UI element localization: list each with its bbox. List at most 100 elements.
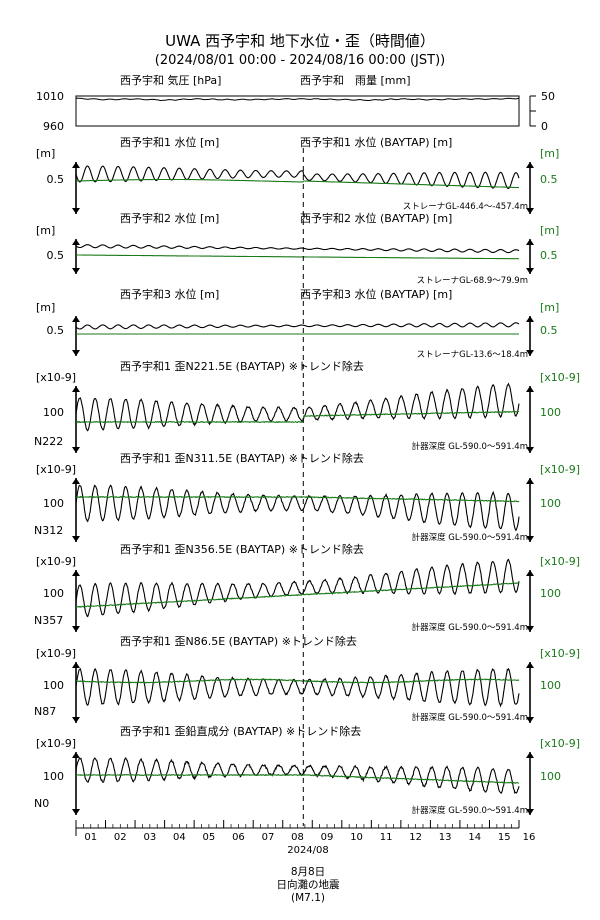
left-axis-tick: 0.5 xyxy=(47,324,65,337)
pressure-plot-frame xyxy=(75,95,520,127)
station-label: N357 xyxy=(34,614,63,627)
left-axis-unit: [x10-9] xyxy=(36,647,76,660)
right-axis-unit: [x10-9] xyxy=(540,555,580,568)
panel-p8: 西予宇和1 歪鉛直成分 (BAYTAP) ※トレンド除去 [x10-9] [x10-… xyxy=(34,724,580,816)
left-axis-arrow-top-head xyxy=(72,478,80,484)
left-axis-unit: [x10-9] xyxy=(36,737,76,750)
series-black xyxy=(75,165,520,189)
panel-title-left: 西予宇和 気圧 [hPa] xyxy=(120,73,221,87)
left-axis-arrow-top-head xyxy=(72,316,80,322)
left-axis-arrow-bottom-head xyxy=(72,536,80,542)
left-axis-arrow-bottom-head xyxy=(72,717,80,723)
left-axis-unit: [m] xyxy=(36,301,55,314)
station-label: N0 xyxy=(34,797,49,810)
left-axis-arrow-top-head xyxy=(72,752,80,758)
panel-note: 計器深度 GL-590.0〜591.4m xyxy=(412,805,528,816)
left-axis-arrow-top-head xyxy=(72,386,80,392)
right-axis-arrow-bottom-head xyxy=(526,447,534,453)
left-axis-tick: 100 xyxy=(43,406,64,419)
panel-p5: 西予宇和1 歪N311.5E (BAYTAP) ※トレンド除去 [x10-9] [x… xyxy=(34,451,580,543)
x-tick-label: 15 xyxy=(498,832,511,843)
right-axis-arrow-bottom-head xyxy=(526,350,534,356)
x-month-label: 2024/08 xyxy=(287,845,329,856)
left-axis-arrow-top-head xyxy=(72,162,80,168)
station-label: N222 xyxy=(34,435,63,448)
event-label-magnitude: (M7.1) xyxy=(291,892,325,904)
rain-tick-top: 50 xyxy=(541,90,555,103)
right-axis-tick: 0.5 xyxy=(540,324,558,337)
panel-note: 計器深度 GL-590.0〜591.4m xyxy=(412,622,528,633)
panel-note: 計器深度 GL-590.0〜591.4m xyxy=(412,532,528,543)
left-axis-unit: [m] xyxy=(36,224,55,237)
x-tick-label: 09 xyxy=(321,832,334,843)
station-label: N87 xyxy=(34,705,56,718)
left-axis-tick: 100 xyxy=(43,497,64,510)
series-green xyxy=(75,773,520,785)
x-tick-label: 16 xyxy=(523,832,536,843)
right-axis-arrow-bottom-head xyxy=(526,268,534,274)
panel-title-left: 西予宇和1 歪鉛直成分 (BAYTAP) ※トレンド除去 xyxy=(120,724,361,738)
right-axis-arrow-top-head xyxy=(526,316,534,322)
x-tick-label: 04 xyxy=(173,832,186,843)
left-axis-arrow-top-head xyxy=(72,570,80,576)
panel-note: ストレーナGL-13.6〜18.4m xyxy=(417,350,528,360)
panel-p3: 西予宇和3 水位 [m] 西予宇和3 水位 (BAYTAP) [m] [m] [m] 0… xyxy=(36,287,559,360)
pressure-tick-bottom: 960 xyxy=(43,120,64,133)
series-black xyxy=(75,322,520,330)
left-axis-tick: 0.5 xyxy=(47,249,65,262)
right-axis-arrow-top-head xyxy=(526,239,534,245)
series-black xyxy=(75,382,520,432)
pressure-series xyxy=(75,97,520,102)
right-axis-arrow-top-head xyxy=(526,478,534,484)
right-axis-unit: [x10-9] xyxy=(540,371,580,384)
right-axis-arrow-top-head xyxy=(526,662,534,668)
x-tick-label: 08 xyxy=(291,832,304,843)
right-axis-arrow-top-head xyxy=(526,570,534,576)
panel-title-right: 西予宇和2 水位 (BAYTAP) [m] xyxy=(300,211,452,225)
panel-p7: 西予宇和1 歪N86.5E (BAYTAP) ※トレンド除去 [x10-9] [x1… xyxy=(34,634,580,723)
right-axis-arrow-bottom-head xyxy=(526,809,534,815)
chart-title: UWA 西予宇和 地下水位・歪（時間値） xyxy=(165,32,435,50)
panel-note: 計器深度 GL-590.0〜591.4m xyxy=(412,441,528,452)
series-black xyxy=(75,558,520,618)
panel-title-right: 西予宇和3 水位 (BAYTAP) [m] xyxy=(300,287,452,301)
series-black xyxy=(75,484,520,532)
right-axis-tick: 100 xyxy=(540,770,561,783)
x-tick-label: 03 xyxy=(143,832,156,843)
x-tick-label: 13 xyxy=(439,832,452,843)
series-green xyxy=(75,410,520,424)
right-axis-tick: 100 xyxy=(540,587,561,600)
right-axis-unit: [m] xyxy=(540,147,559,160)
right-axis-tick: 100 xyxy=(540,497,561,510)
series-green xyxy=(75,495,520,503)
left-axis-arrow-bottom-head xyxy=(72,268,80,274)
panel-note: 計器深度 GL-590.0〜591.4m xyxy=(412,712,528,723)
right-axis-arrow-bottom-head xyxy=(526,208,534,214)
series-green xyxy=(75,582,520,608)
rain-tick-bottom: 0 xyxy=(541,120,548,133)
left-axis-tick: 100 xyxy=(43,587,64,600)
x-tick-label: 05 xyxy=(203,832,216,843)
x-tick-label: 06 xyxy=(232,832,245,843)
panel-title-right: 西予宇和1 水位 (BAYTAP) [m] xyxy=(300,135,452,149)
right-axis-tick: 0.5 xyxy=(540,249,558,262)
right-axis-tick: 0.5 xyxy=(540,173,558,186)
panel-p6: 西予宇和1 歪N356.5E (BAYTAP) ※トレンド除去 [x10-9] [x… xyxy=(34,542,580,633)
x-tick-label: 12 xyxy=(409,832,422,843)
panel-title-left: 西予宇和1 歪N311.5E (BAYTAP) ※トレンド除去 xyxy=(120,451,364,465)
right-axis-tick: 100 xyxy=(540,679,561,692)
panel-title-left: 西予宇和1 歪N356.5E (BAYTAP) ※トレンド除去 xyxy=(120,542,364,556)
x-tick-label: 11 xyxy=(380,832,393,843)
x-tick-label: 01 xyxy=(84,832,97,843)
x-tick-label: 07 xyxy=(262,832,275,843)
panel-title-left: 西予宇和1 歪N221.5E (BAYTAP) ※トレンド除去 xyxy=(120,359,364,373)
left-axis-unit: [x10-9] xyxy=(36,463,76,476)
station-label: N312 xyxy=(34,524,63,537)
left-axis-arrow-bottom-head xyxy=(72,447,80,453)
right-axis-unit: [x10-9] xyxy=(540,463,580,476)
x-tick-label: 02 xyxy=(114,832,127,843)
right-axis-arrow-bottom-head xyxy=(526,626,534,632)
event-label-name: 日向灘の地震 xyxy=(277,878,340,891)
left-axis-unit: [x10-9] xyxy=(36,371,76,384)
panel-note: ストレーナGL-68.9〜79.9m xyxy=(417,276,528,286)
